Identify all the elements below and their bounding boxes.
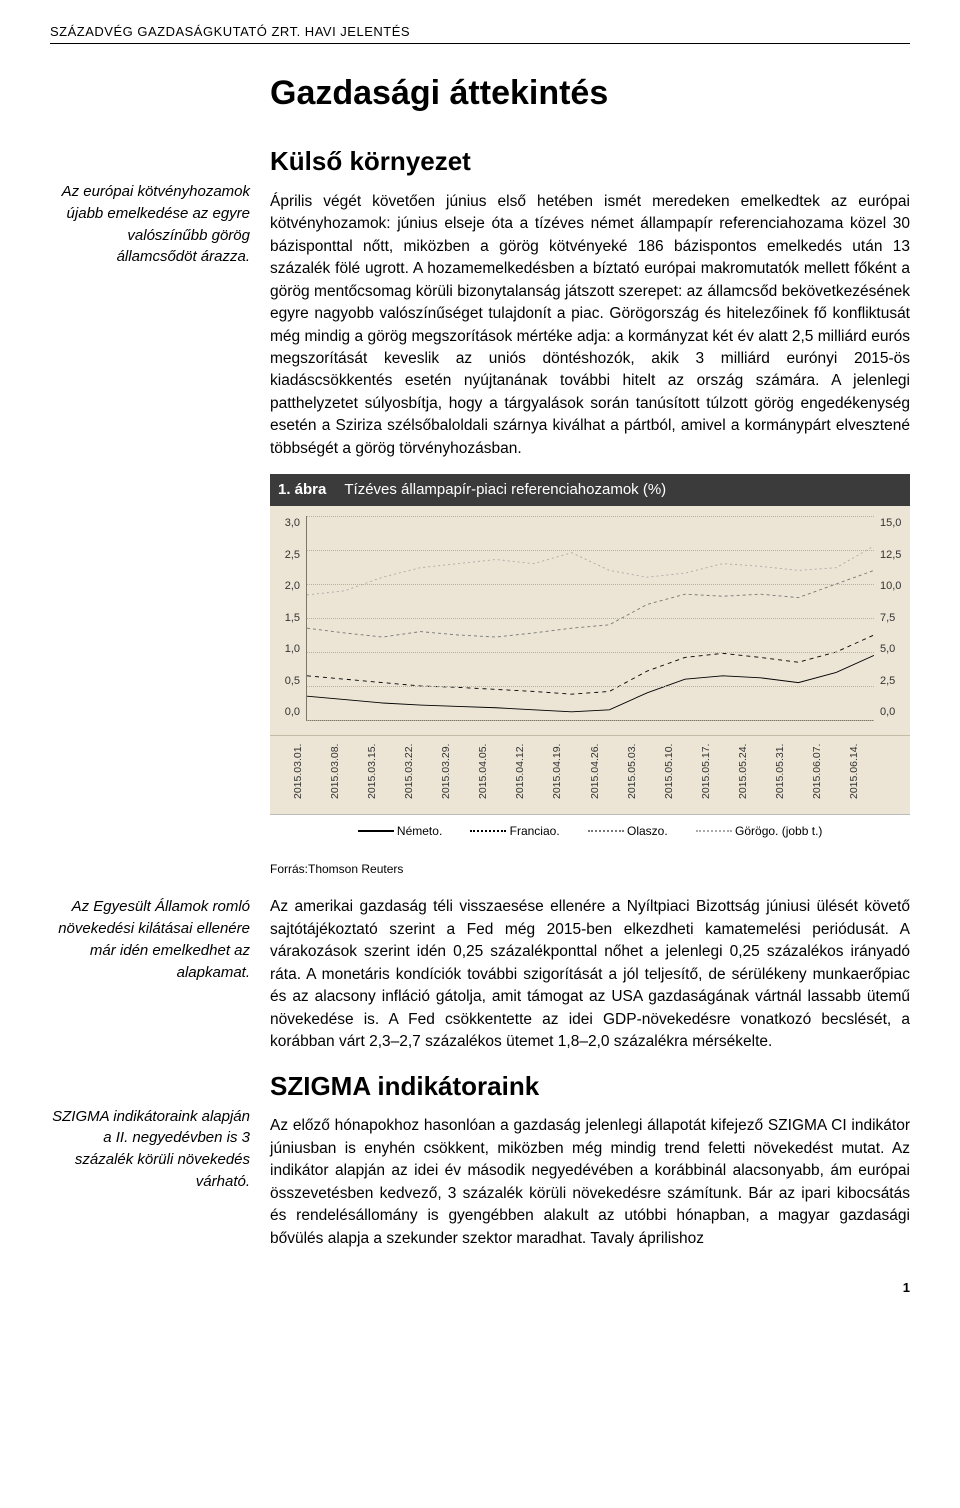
- side-note-3: SZIGMA indikátoraink alapján a II. negye…: [50, 1068, 270, 1251]
- section-szigma: SZIGMA indikátoraink alapján a II. negye…: [50, 1068, 910, 1251]
- figure-title: Tízéves állampapír-piaci referenciahozam…: [344, 479, 666, 501]
- page-number: 1: [50, 1280, 910, 1295]
- report-header: SZÁZADVÉG GAZDASÁGKUTATÓ ZRT. HAVI JELEN…: [50, 24, 910, 44]
- legend-item: Németo.: [358, 823, 443, 840]
- body-paragraph-3: Az előző hónapokhoz hasonlóan a gazdaság…: [270, 1115, 910, 1250]
- legend-item: Görögo. (jobb t.): [696, 823, 823, 840]
- legend-item: Franciao.: [470, 823, 559, 840]
- body-paragraph-1: Április végét követően június első hetéb…: [270, 191, 910, 461]
- heading-szigma: SZIGMA indikátoraink: [270, 1068, 910, 1106]
- chart-plot-area: [306, 516, 874, 721]
- y-axis-left: 3,02,52,01,51,00,50,0: [270, 516, 304, 721]
- figure-title-bar: 1. ábra Tízéves állampapír-piaci referen…: [270, 474, 910, 506]
- section-kulso-kornyezet: Az európai kötvényhozamok újabb emelkedé…: [50, 143, 910, 848]
- side-note-1: Az európai kötvényhozamok újabb emelkedé…: [50, 143, 270, 848]
- legend-item: Olaszo.: [588, 823, 668, 840]
- section-usa: Az Egyesült Államok romló növekedési kil…: [50, 896, 910, 1053]
- figure-number: 1. ábra: [278, 479, 326, 501]
- heading-kulso-kornyezet: Külső környezet: [270, 143, 910, 181]
- chart-container: 3,02,52,01,51,00,50,0 15,012,510,07,55,0…: [270, 506, 910, 736]
- y-axis-right: 15,012,510,07,55,02,50,0: [876, 516, 910, 721]
- figure-source: Forrás:Thomson Reuters: [270, 862, 910, 876]
- x-axis-labels: 2015.03.01.2015.03.08.2015.03.15.2015.03…: [270, 736, 910, 814]
- main-title: Gazdasági áttekintés: [270, 74, 910, 113]
- chart-legend: Németo. Franciao. Olaszo. Görögo. (jobb …: [270, 814, 910, 848]
- body-paragraph-2: Az amerikai gazdaság téli visszaesése el…: [270, 896, 910, 1053]
- side-note-2: Az Egyesült Államok romló növekedési kil…: [50, 896, 270, 1053]
